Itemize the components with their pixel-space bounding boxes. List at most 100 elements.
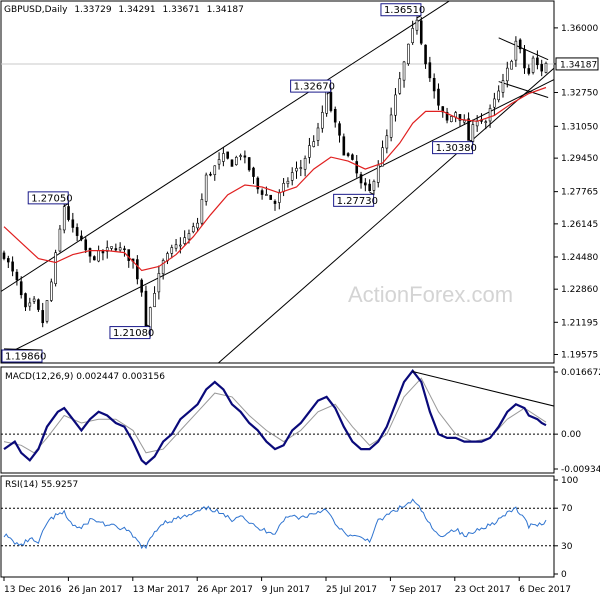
candle-body (11, 261, 14, 272)
level-label: 1.32670 (294, 82, 335, 93)
candle-body (37, 299, 40, 310)
candle-body (385, 135, 389, 149)
candle-body (437, 88, 440, 106)
rsi-layer (1, 498, 554, 550)
candle-body (321, 112, 324, 129)
candle-body (2, 252, 6, 259)
price-tick-label: 1.32750 (561, 89, 598, 99)
candle-body (462, 120, 466, 123)
candle-body (157, 273, 161, 293)
candle-body (303, 157, 307, 170)
candle-body (209, 173, 212, 176)
candle-body (226, 151, 229, 159)
level-pointer (416, 15, 422, 19)
rsi-panel (0, 475, 555, 578)
level-pointer (3, 348, 43, 351)
candle-body (187, 233, 191, 240)
candle-body (364, 182, 367, 186)
candle-body (97, 250, 100, 262)
candle-body (80, 235, 83, 240)
price-tick-label: 1.22860 (561, 285, 598, 295)
candle-body (355, 161, 359, 174)
watermark: ActionForex.com (348, 282, 513, 307)
level-pointer (369, 191, 374, 195)
candle-body (88, 248, 92, 257)
x-tick-label: 9 Jun 2017 (262, 585, 310, 595)
level-box (27, 191, 69, 205)
macd-axis: 0.016672 0.00 -0.009345 (554, 368, 600, 475)
header-symbol: GBPUSD,Daily (4, 5, 68, 15)
macd-trendline (412, 371, 554, 407)
macd-tick-label: 0.00 (561, 430, 581, 440)
candle-body (123, 248, 126, 251)
header-low: 1.33671 (163, 5, 200, 15)
candle-body (273, 200, 277, 204)
candle-body (308, 145, 311, 158)
candle-body (260, 190, 264, 195)
candle-body (54, 252, 57, 285)
candle-body (256, 177, 260, 190)
level-box (1, 349, 43, 363)
candle-body (230, 159, 234, 167)
candle-body (544, 63, 548, 73)
candle-body (531, 57, 535, 73)
candle-body (269, 194, 272, 200)
candle-body (252, 167, 255, 177)
level-box (333, 193, 375, 207)
candle-body (41, 310, 45, 324)
level-pointer (468, 139, 473, 143)
x-axis: 13 Dec 2016 26 Jan 2017 13 Mar 2017 26 Apr … (3, 577, 571, 595)
candle-body (196, 222, 199, 229)
candle-body (346, 153, 350, 156)
channel-line (1, 1, 451, 293)
candle-body (450, 116, 453, 122)
level-label: 1.27730 (337, 196, 378, 207)
candle-body (501, 80, 505, 93)
x-tick-label: 26 Apr 2017 (197, 585, 253, 595)
candle-body (75, 227, 79, 236)
candle-body (359, 174, 363, 184)
candle-body (183, 237, 186, 244)
candle-body (50, 281, 53, 301)
candle-body (295, 167, 298, 172)
x-tick-label: 6 Dec 2017 (519, 585, 571, 595)
candle-body (247, 157, 251, 171)
rsi-axis: 100 70 30 0 (554, 476, 578, 580)
x-tick-label: 25 Jul 2017 (326, 585, 377, 595)
candle-body (424, 44, 427, 65)
candle-body (415, 19, 419, 31)
candle-body (467, 118, 470, 141)
price-tick-label: 1.21195 (561, 318, 598, 328)
candle-body (407, 43, 410, 64)
candle-body (71, 219, 75, 228)
candle-body (170, 247, 174, 254)
x-tick-label: 26 Jan 2017 (68, 585, 122, 595)
candle-body (153, 293, 156, 308)
candle-body (234, 157, 238, 165)
price-tick-label: 1.24480 (561, 253, 598, 263)
level-box (290, 79, 332, 93)
level-label: 1.30380 (436, 143, 477, 154)
candle-body (325, 90, 328, 114)
macd-tick-label: 0.016672 (561, 368, 600, 378)
candle-body (398, 78, 402, 94)
macd-layer (1, 369, 554, 466)
price-panel (0, 0, 555, 364)
candle-body (510, 61, 513, 70)
moving-average (3, 86, 547, 272)
candle-body (333, 108, 337, 123)
candle-body (484, 121, 488, 123)
current-price-box (555, 57, 599, 71)
price-tick-label: 1.31050 (561, 122, 598, 132)
candle-body (411, 28, 414, 43)
candle-body (445, 111, 449, 121)
candle-body (136, 259, 139, 280)
macd-title: MACD(12,26,9) 0.002447 0.003156 (5, 372, 165, 382)
candle-body (518, 39, 522, 50)
candle-body (286, 180, 290, 184)
channel-line (1, 78, 554, 358)
level-pointer (145, 324, 151, 328)
candle-body (243, 155, 247, 158)
candle-body (394, 94, 397, 116)
